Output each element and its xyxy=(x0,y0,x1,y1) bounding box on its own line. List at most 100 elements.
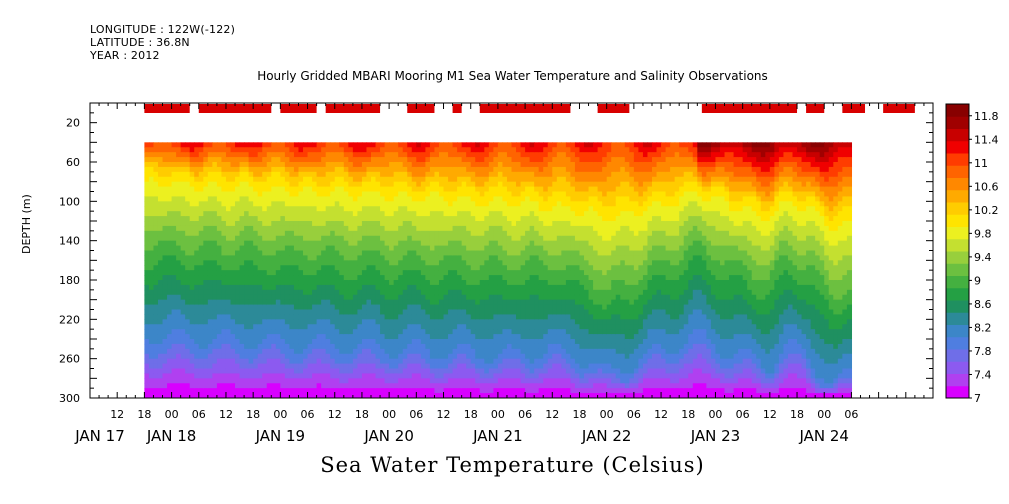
temperature-cell xyxy=(407,368,413,375)
temperature-cell xyxy=(148,152,155,158)
temperature-cell xyxy=(506,358,513,365)
temperature-cell xyxy=(475,211,481,217)
temperature-cell xyxy=(330,191,336,198)
temperature-cell xyxy=(407,196,413,202)
temperature-cell xyxy=(389,343,395,350)
temperature-cell xyxy=(198,289,204,296)
temperature-cell xyxy=(293,324,300,330)
temperature-cell xyxy=(239,240,245,247)
temperature-cell xyxy=(361,334,368,340)
temperature-cell xyxy=(434,225,440,232)
temperature-cell xyxy=(552,280,558,286)
temperature-cell xyxy=(488,373,494,379)
temperature-cell xyxy=(235,334,241,340)
temperature-cell xyxy=(420,358,426,365)
temperature-cell xyxy=(457,270,463,276)
temperature-cell xyxy=(194,353,200,360)
temperature-cell xyxy=(434,353,440,360)
temperature-cell xyxy=(257,250,263,257)
temperature-cell xyxy=(198,324,204,330)
temperature-cell xyxy=(470,216,476,222)
temperature-cell xyxy=(262,309,268,316)
temperature-cell xyxy=(293,176,300,183)
temperature-cell xyxy=(162,378,168,384)
temperature-cell xyxy=(570,240,576,247)
temperature-cell xyxy=(357,393,363,398)
temperature-cell xyxy=(185,294,191,301)
temperature-cell xyxy=(157,334,164,340)
temperature-cell xyxy=(303,275,309,281)
temperature-cell xyxy=(180,299,186,306)
temperature-cell xyxy=(502,216,508,222)
temperature-cell xyxy=(366,299,372,306)
temperature-cell xyxy=(203,339,209,345)
temperature-cell xyxy=(470,230,476,237)
temperature-cell xyxy=(221,329,227,335)
temperature-cell xyxy=(525,162,531,168)
temperature-cell xyxy=(167,147,173,153)
temperature-cell xyxy=(271,319,277,325)
temperature-cell xyxy=(230,225,236,232)
temperature-cell xyxy=(479,334,485,340)
temperature-cell xyxy=(493,314,499,320)
temperature-cell xyxy=(289,309,295,316)
temperature-cell xyxy=(561,368,567,375)
temperature-cell xyxy=(239,270,245,276)
temperature-cell xyxy=(416,186,422,193)
temperature-cell xyxy=(484,280,490,286)
temperature-cell xyxy=(534,348,540,355)
temperature-cell xyxy=(157,181,164,188)
temperature-cell xyxy=(361,348,368,355)
temperature-cell xyxy=(330,142,336,148)
temperature-cell xyxy=(330,383,336,389)
temperature-cell xyxy=(552,250,558,257)
temperature-cell xyxy=(148,309,155,316)
temperature-cell xyxy=(448,343,454,350)
temperature-cell xyxy=(194,245,200,252)
temperature-cell xyxy=(216,240,223,247)
temperature-cell xyxy=(153,211,159,217)
temperature-cell xyxy=(411,343,417,350)
temperature-cell xyxy=(574,201,581,207)
temperature-cell xyxy=(502,142,508,148)
temperature-cell xyxy=(348,201,354,207)
temperature-cell xyxy=(466,309,472,316)
temperature-cell xyxy=(275,171,281,178)
temperature-cell xyxy=(407,225,413,232)
temperature-cell xyxy=(212,157,218,163)
temperature-cell xyxy=(230,314,236,320)
temperature-cell xyxy=(384,284,390,291)
temperature-cell xyxy=(452,348,458,355)
temperature-cell xyxy=(167,348,173,355)
temperature-cell xyxy=(189,363,195,370)
temperature-cell xyxy=(271,176,277,183)
temperature-cell xyxy=(488,221,494,227)
temperature-cell xyxy=(144,206,150,212)
temperature-cell xyxy=(239,152,245,158)
temperature-cell xyxy=(361,181,368,188)
temperature-cell xyxy=(271,162,277,168)
temperature-cell xyxy=(547,265,553,271)
temperature-cell xyxy=(411,152,417,158)
temperature-cell xyxy=(212,314,218,320)
temperature-cell xyxy=(434,250,440,257)
temperature-cell xyxy=(293,294,300,301)
temperature-cell xyxy=(506,201,513,207)
temperature-cell xyxy=(167,343,173,350)
temperature-cell xyxy=(348,299,354,306)
temperature-cell xyxy=(239,358,245,365)
temperature-cell xyxy=(343,171,349,178)
temperature-cell xyxy=(225,152,232,158)
temperature-cell xyxy=(284,299,291,306)
temperature-cell xyxy=(425,309,431,316)
temperature-cell xyxy=(398,235,404,242)
temperature-cell xyxy=(525,255,531,261)
temperature-cell xyxy=(334,299,340,306)
temperature-cell xyxy=(339,334,345,340)
temperature-cell xyxy=(488,216,494,222)
temperature-cell xyxy=(552,275,558,281)
temperature-cell xyxy=(380,240,386,247)
temperature-cell xyxy=(525,206,531,212)
temperature-cell xyxy=(352,339,358,345)
temperature-cell xyxy=(239,309,245,316)
